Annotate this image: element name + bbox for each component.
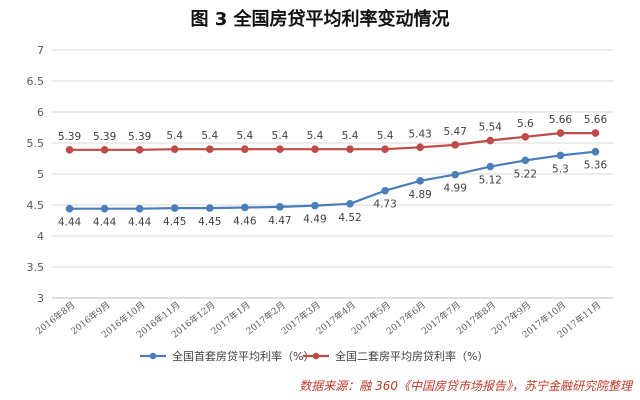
- data-point: [521, 133, 530, 141]
- data-label: 4.46: [233, 215, 257, 227]
- series-line-1: [69, 132, 596, 151]
- data-point: [205, 145, 214, 153]
- y-tick-label: 3.5: [27, 261, 45, 274]
- data-point: [451, 170, 460, 179]
- data-point: [556, 129, 565, 137]
- data-label: 5.4: [377, 130, 394, 142]
- data-label: 4.49: [303, 214, 326, 226]
- data-point: [521, 156, 530, 165]
- legend-swatch-marker: [312, 352, 320, 360]
- source-note: 数据来源：融 360《中国房贷市场报告》，苏宁金融研究院整理: [299, 379, 632, 393]
- data-label: 5.39: [128, 131, 151, 143]
- y-tick-label: 3: [37, 292, 44, 305]
- data-label: 5.4: [236, 130, 253, 142]
- data-point: [170, 145, 179, 153]
- chart-title: 图 3 全国房贷平均利率变动情况: [190, 9, 450, 30]
- y-tick-label: 7: [37, 44, 44, 57]
- data-point: [591, 147, 600, 156]
- data-label: 5.3: [552, 163, 569, 175]
- data-point: [65, 146, 74, 154]
- y-tick-label: 4.5: [27, 199, 45, 212]
- data-label: 4.44: [58, 217, 82, 229]
- data-label: 4.44: [93, 217, 117, 229]
- data-point: [591, 129, 600, 137]
- data-point: [381, 145, 389, 153]
- data-point: [486, 162, 495, 171]
- data-point: [311, 145, 319, 153]
- data-point: [416, 177, 424, 185]
- data-point: [135, 146, 144, 154]
- y-tick-label: 5.5: [27, 137, 45, 150]
- legend-swatch-marker: [149, 352, 157, 360]
- data-point: [205, 204, 214, 212]
- data-point: [170, 204, 179, 212]
- data-label: 5.4: [166, 130, 183, 142]
- y-tick-label: 6.5: [27, 75, 45, 88]
- legend-label: 全国二套房平均房贷利率（%）: [335, 349, 488, 363]
- y-tick-label: 5: [37, 168, 44, 181]
- data-point: [346, 199, 354, 208]
- legend-label: 全国首套房贷平均利率（%）: [172, 349, 314, 363]
- data-label: 5.12: [479, 175, 502, 187]
- data-point: [311, 201, 319, 210]
- data-point: [416, 143, 424, 152]
- data-label: 5.4: [272, 130, 289, 142]
- data-label: 5.36: [584, 160, 608, 172]
- data-label: 5.4: [201, 130, 218, 142]
- data-label: 4.52: [338, 212, 361, 224]
- data-point: [486, 136, 495, 145]
- data-label: 4.45: [198, 216, 221, 228]
- data-label: 5.22: [514, 168, 537, 180]
- data-point: [100, 204, 109, 213]
- data-label: 4.99: [444, 183, 467, 195]
- data-label: 5.6: [517, 118, 534, 130]
- data-label: 4.44: [128, 217, 152, 229]
- data-point: [276, 203, 284, 211]
- data-label: 5.4: [307, 130, 324, 142]
- data-label: 5.54: [479, 122, 503, 134]
- data-label: 5.47: [444, 126, 467, 138]
- data-label: 4.73: [373, 199, 396, 211]
- data-point: [65, 204, 74, 213]
- data-point: [241, 145, 249, 153]
- data-point: [381, 186, 389, 195]
- y-tick-label: 4: [37, 230, 44, 243]
- data-label: 5.39: [93, 131, 116, 143]
- data-point: [276, 145, 284, 153]
- data-point: [451, 141, 460, 149]
- data-label: 5.66: [549, 114, 573, 126]
- data-label: 5.66: [584, 114, 608, 126]
- series-line-0: [69, 150, 596, 210]
- data-point: [241, 203, 249, 212]
- data-point: [556, 151, 565, 160]
- data-point: [346, 145, 354, 153]
- data-label: 5.4: [342, 130, 359, 142]
- data-label: 4.89: [408, 189, 431, 201]
- data-label: 5.39: [58, 131, 81, 143]
- data-label: 5.43: [408, 128, 431, 140]
- y-tick-label: 6: [37, 106, 44, 119]
- data-point: [135, 204, 144, 213]
- data-label: 4.47: [268, 215, 291, 227]
- data-label: 4.45: [163, 216, 186, 228]
- data-point: [100, 146, 109, 154]
